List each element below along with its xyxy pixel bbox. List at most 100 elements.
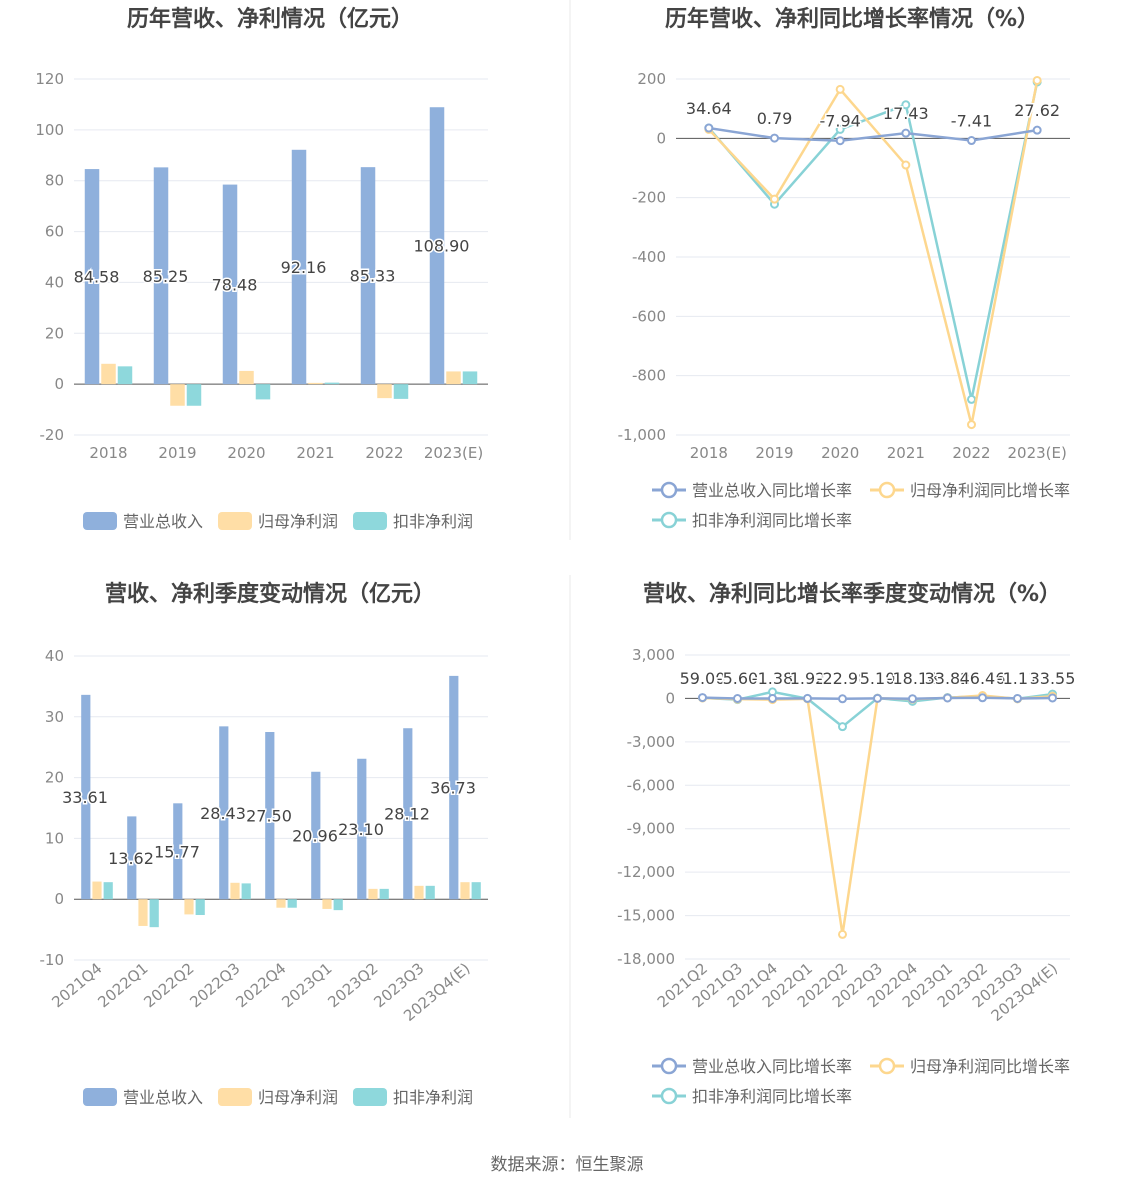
data-label: -1.38	[752, 669, 793, 688]
y-tick-label: -600	[632, 307, 666, 325]
legend-label: 营业总收入同比增长率	[692, 481, 852, 500]
x-tick-labels: 2021Q42022Q12022Q22022Q32022Q42023Q12023…	[48, 959, 473, 1025]
bar	[101, 363, 116, 385]
x-tick-label: 2022Q2	[140, 959, 197, 1011]
data-label: 0.79	[757, 109, 793, 128]
data-label: 33.55	[1030, 669, 1076, 688]
y-tick-label: -1,000	[618, 426, 666, 444]
bar	[393, 384, 409, 399]
series-line	[708, 126, 1038, 142]
series-point	[908, 694, 917, 704]
bar	[425, 885, 435, 900]
bar	[138, 899, 148, 926]
x-tick-label: 2018	[89, 444, 127, 462]
bar-marks	[81, 675, 481, 928]
bar	[92, 881, 102, 900]
y-tick-label: 0	[54, 375, 64, 393]
data-label: 33.82	[925, 669, 971, 688]
chart-title: 历年营收、净利同比增长率情况（%）	[665, 6, 1039, 32]
legend-label: 归母净利润	[258, 512, 338, 531]
series-point	[943, 693, 952, 703]
y-tick-label: 20	[45, 769, 64, 787]
bar	[308, 382, 323, 385]
x-tick-label: 2023Q1	[278, 959, 335, 1011]
legend-label: 营业总收入同比增长率	[692, 1057, 852, 1076]
series-point	[901, 160, 911, 170]
bar	[414, 885, 424, 900]
x-tick-label: 2021	[887, 444, 925, 462]
legend-label: 归母净利润	[258, 1088, 338, 1107]
y-tick-label: 0	[656, 129, 666, 147]
data-label: 27.50	[246, 807, 292, 826]
data-label: -7.94	[819, 112, 860, 131]
y-tick-label: -12,000	[617, 863, 675, 881]
data-labels: 59.00-5.60-1.381.92-22.985.10-18.1833.82…	[678, 668, 1077, 690]
bar	[173, 803, 183, 900]
legend-swatch-dot	[878, 1057, 896, 1075]
y-tick-label: -400	[632, 248, 666, 266]
y-tick-label: -15,000	[617, 907, 675, 925]
series-point	[1013, 693, 1022, 703]
bar	[265, 732, 275, 900]
x-tick-label: 2018	[690, 444, 728, 462]
legend-label: 归母净利润同比增长率	[910, 481, 1070, 500]
bar	[239, 370, 254, 385]
series-point	[967, 136, 976, 146]
legend-swatch	[353, 512, 387, 530]
y-tick-label: -10	[40, 951, 65, 969]
series-point	[873, 693, 882, 703]
bar	[149, 899, 159, 928]
legend: 营业总收入 归母净利润 扣非净利润	[83, 1088, 473, 1107]
y-tick-label: 80	[45, 172, 64, 190]
bar-marks	[84, 107, 478, 406]
data-label: 85.33	[350, 267, 396, 286]
data-label: 33.61	[62, 788, 108, 807]
y-grid	[74, 78, 488, 436]
bar	[84, 169, 100, 385]
bar	[379, 888, 389, 900]
legend-label: 营业总收入	[123, 512, 203, 531]
x-tick-labels: 2018 2019 2020 2021 2022 2023(E)	[89, 444, 483, 462]
y-tick-label: 10	[45, 829, 64, 847]
y-tick-label: 40	[45, 273, 64, 291]
line-marks	[704, 75, 1042, 430]
bar	[460, 882, 470, 900]
bar	[195, 899, 205, 916]
data-label: 28.12	[384, 805, 430, 824]
x-tick-label: 2023Q2	[324, 959, 381, 1011]
bar	[311, 771, 321, 900]
bar	[117, 366, 133, 385]
bar	[368, 888, 378, 900]
data-label: 59.00	[680, 669, 726, 688]
bar	[429, 107, 445, 385]
bar	[471, 882, 481, 900]
series-point	[704, 123, 714, 133]
x-tick-label: 2022Q4	[232, 959, 289, 1011]
bar	[219, 726, 229, 900]
series-point	[838, 722, 847, 732]
series-point	[838, 694, 847, 704]
legend-swatch-dot	[660, 481, 678, 499]
x-tick-label: 2022	[365, 444, 403, 462]
y-tick-label: -20	[40, 426, 65, 444]
x-tick-label: 2022	[952, 444, 990, 462]
data-label: 28.43	[200, 804, 246, 823]
series-point	[698, 693, 707, 703]
x-tick-labels: 2021Q22021Q32021Q42022Q12022Q22022Q32022…	[654, 959, 1061, 1025]
data-label: -22.98	[817, 669, 869, 688]
bar	[322, 899, 332, 909]
series-point	[768, 693, 777, 703]
series-point	[967, 420, 976, 430]
y-tick-label: -6,000	[627, 776, 675, 794]
data-label: 92.16	[281, 258, 327, 277]
y-tick-label: -18,000	[617, 950, 675, 968]
data-label: 1.92	[790, 669, 826, 688]
bar	[357, 758, 367, 900]
series-point	[978, 693, 987, 703]
y-tick-label: 200	[637, 70, 666, 88]
bar	[291, 149, 307, 385]
legend-label: 扣非净利润同比增长率	[692, 1087, 852, 1106]
